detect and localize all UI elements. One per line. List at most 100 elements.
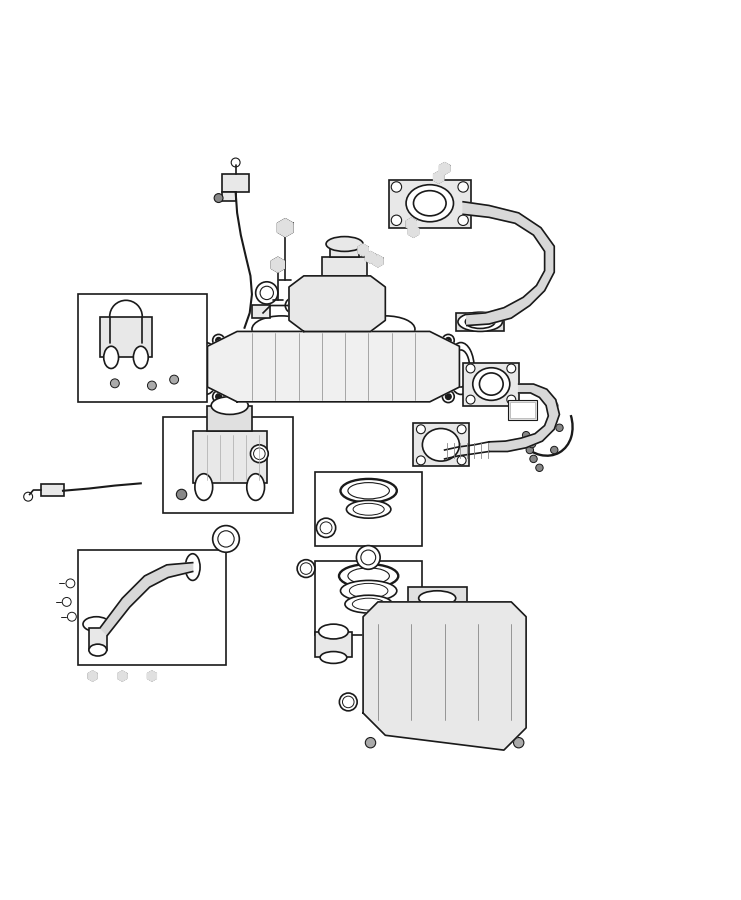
- Circle shape: [316, 518, 336, 537]
- Bar: [315, 562, 422, 635]
- Ellipse shape: [197, 350, 215, 387]
- Bar: [222, 192, 236, 201]
- Circle shape: [530, 455, 537, 463]
- Ellipse shape: [353, 503, 384, 515]
- Circle shape: [297, 560, 315, 578]
- Polygon shape: [118, 670, 127, 681]
- Circle shape: [216, 338, 222, 343]
- Circle shape: [536, 464, 543, 472]
- Ellipse shape: [133, 346, 148, 368]
- Circle shape: [528, 440, 536, 448]
- Circle shape: [442, 335, 454, 346]
- Ellipse shape: [247, 473, 265, 500]
- Circle shape: [551, 401, 558, 410]
- Ellipse shape: [473, 368, 510, 400]
- Ellipse shape: [185, 554, 200, 580]
- Circle shape: [147, 381, 156, 390]
- Ellipse shape: [339, 564, 399, 588]
- Circle shape: [288, 302, 297, 310]
- Ellipse shape: [465, 315, 495, 328]
- Polygon shape: [207, 331, 459, 401]
- Circle shape: [526, 446, 534, 454]
- Ellipse shape: [348, 568, 390, 584]
- Ellipse shape: [349, 583, 388, 599]
- Ellipse shape: [458, 312, 502, 331]
- Circle shape: [214, 194, 223, 202]
- Circle shape: [213, 391, 225, 402]
- Ellipse shape: [193, 343, 219, 394]
- Circle shape: [213, 526, 239, 553]
- Bar: [413, 423, 469, 466]
- Circle shape: [253, 448, 265, 460]
- Bar: [456, 313, 504, 331]
- Circle shape: [365, 619, 376, 629]
- Circle shape: [391, 215, 402, 226]
- Circle shape: [551, 446, 558, 454]
- Bar: [222, 175, 249, 192]
- Polygon shape: [358, 244, 368, 256]
- Ellipse shape: [89, 644, 107, 656]
- Circle shape: [213, 335, 225, 346]
- Bar: [322, 257, 367, 276]
- Ellipse shape: [83, 616, 110, 632]
- Bar: [408, 587, 467, 609]
- Circle shape: [170, 375, 179, 384]
- Ellipse shape: [340, 580, 397, 601]
- Polygon shape: [271, 257, 285, 272]
- Bar: [163, 417, 293, 513]
- Circle shape: [285, 298, 300, 313]
- Ellipse shape: [479, 373, 503, 395]
- Circle shape: [445, 393, 451, 400]
- Polygon shape: [406, 218, 416, 230]
- Circle shape: [320, 522, 332, 534]
- Ellipse shape: [448, 343, 474, 394]
- Ellipse shape: [195, 473, 213, 500]
- Polygon shape: [408, 226, 419, 238]
- Ellipse shape: [419, 590, 456, 606]
- Polygon shape: [88, 670, 97, 681]
- Circle shape: [522, 431, 530, 439]
- Ellipse shape: [422, 428, 459, 461]
- Ellipse shape: [352, 598, 385, 610]
- Polygon shape: [100, 562, 193, 635]
- Circle shape: [339, 693, 357, 711]
- Polygon shape: [363, 602, 526, 750]
- Circle shape: [66, 579, 75, 588]
- Circle shape: [442, 391, 454, 402]
- Bar: [193, 431, 267, 483]
- Ellipse shape: [252, 316, 311, 343]
- Bar: [315, 472, 422, 546]
- Polygon shape: [365, 251, 376, 264]
- Polygon shape: [278, 219, 293, 237]
- Circle shape: [110, 379, 119, 388]
- Polygon shape: [463, 202, 554, 326]
- Ellipse shape: [104, 346, 119, 368]
- Circle shape: [24, 492, 33, 501]
- Ellipse shape: [413, 191, 446, 216]
- Circle shape: [260, 286, 273, 300]
- Circle shape: [250, 445, 268, 463]
- Circle shape: [416, 456, 425, 464]
- Bar: [510, 401, 535, 419]
- Bar: [330, 244, 359, 257]
- Ellipse shape: [340, 479, 397, 502]
- Bar: [315, 632, 352, 658]
- Ellipse shape: [319, 624, 348, 639]
- Bar: [78, 550, 226, 665]
- Circle shape: [356, 545, 380, 570]
- Ellipse shape: [356, 316, 415, 343]
- Circle shape: [176, 490, 187, 500]
- Polygon shape: [439, 163, 450, 175]
- Circle shape: [218, 531, 234, 547]
- Circle shape: [457, 425, 466, 434]
- Circle shape: [62, 598, 71, 607]
- Bar: [100, 317, 152, 357]
- Ellipse shape: [346, 500, 391, 518]
- Circle shape: [216, 393, 222, 400]
- Polygon shape: [289, 276, 385, 331]
- Circle shape: [445, 338, 451, 343]
- Bar: [207, 406, 252, 431]
- Ellipse shape: [211, 397, 248, 414]
- Ellipse shape: [348, 482, 390, 499]
- Circle shape: [391, 182, 402, 192]
